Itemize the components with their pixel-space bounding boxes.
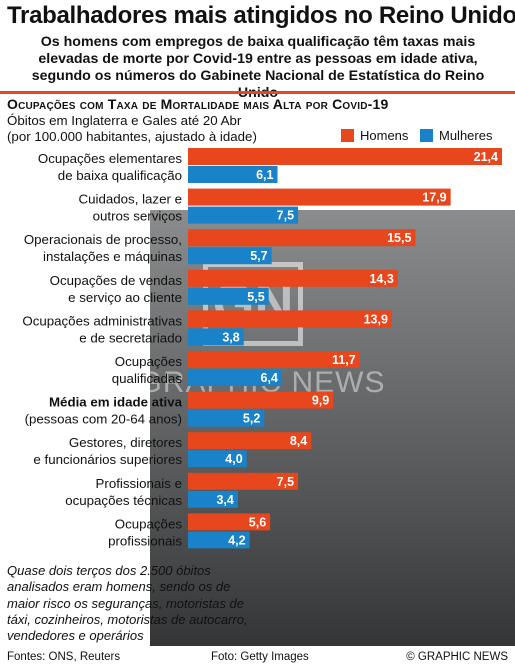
page-title: Trabalhadores mais atingidos no Reino Un… xyxy=(7,2,515,29)
women-value-label: 3,4 xyxy=(216,493,233,507)
category-label: (pessoas com 20-64 anos) xyxy=(25,412,182,427)
men-value-label: 11,7 xyxy=(332,353,356,367)
category-label: outros serviços xyxy=(93,209,183,224)
men-value-label: 17,9 xyxy=(422,191,446,205)
men-value-label: 13,9 xyxy=(364,312,388,326)
women-bar xyxy=(188,287,269,305)
category-label: Ocupações xyxy=(115,354,183,369)
men-bar xyxy=(188,229,416,247)
women-value-label: 5,5 xyxy=(247,290,264,304)
category-label: e de secretariado xyxy=(79,330,182,345)
copyright: © GRAPHIC NEWS xyxy=(406,651,508,663)
men-bar xyxy=(188,472,299,490)
men-value-label: 5,6 xyxy=(249,515,266,529)
category-label: de baixa qualificação xyxy=(58,168,182,183)
men-bar xyxy=(188,148,502,165)
men-value-label: 14,3 xyxy=(369,272,393,286)
page-subtitle: Os homens com empregos de baixa qualific… xyxy=(31,34,485,101)
men-bar xyxy=(188,269,398,287)
category-label: qualificadas xyxy=(112,371,183,386)
men-value-label: 7,5 xyxy=(277,475,294,489)
women-value-label: 7,5 xyxy=(277,209,294,223)
title-divider xyxy=(0,91,515,94)
chart-subheading-line1: Óbitos em Inglaterra e Gales até 20 Abr xyxy=(7,113,242,128)
legend-women: Mulheres xyxy=(420,128,492,143)
men-value-label: 8,4 xyxy=(290,434,307,448)
women-bar xyxy=(188,531,250,549)
women-bar xyxy=(188,206,299,224)
men-bar xyxy=(188,310,392,328)
women-value-label: 5,2 xyxy=(243,412,260,426)
women-value-label: 5,7 xyxy=(250,249,267,263)
category-label: Cuidados, lazer e xyxy=(79,192,182,207)
women-value-label: 6,1 xyxy=(256,168,273,182)
legend-men: Homens xyxy=(341,128,408,143)
category-label: profissionais xyxy=(108,533,182,548)
category-label: Gestores, diretores xyxy=(69,435,182,450)
men-bar xyxy=(188,188,451,206)
men-bar xyxy=(188,432,312,450)
men-bar xyxy=(188,391,334,409)
men-value-label: 15,5 xyxy=(387,231,411,245)
category-label: Profissionais e xyxy=(96,476,182,491)
women-bar xyxy=(188,409,265,427)
chart-heading: Ocupações com Taxa de Mortalidade mais A… xyxy=(7,96,389,112)
legend-women-label: Mulheres xyxy=(439,128,493,143)
category-label: Média em idade ativa xyxy=(49,395,183,410)
footnote: Quase dois terços dos 2.500 óbitos anali… xyxy=(7,563,248,644)
category-label: Ocupações administrativas xyxy=(22,313,182,328)
men-bar xyxy=(188,351,360,368)
women-bar xyxy=(188,328,244,346)
category-label: Operacionais de processo, xyxy=(24,232,182,247)
women-bar xyxy=(188,369,282,386)
category-label: e funcionários superiores xyxy=(33,452,182,467)
women-bar xyxy=(188,490,238,508)
legend-men-swatch xyxy=(341,129,354,142)
category-label: instalações e máquinas xyxy=(43,249,182,264)
legend-women-swatch xyxy=(420,129,433,142)
men-value-label: 21,4 xyxy=(474,150,498,164)
chart-heading-text: Ocupações com Taxa de Mortalidade mais A… xyxy=(7,96,389,112)
women-bar xyxy=(188,247,272,265)
men-value-label: 9,9 xyxy=(312,394,329,408)
women-value-label: 4,2 xyxy=(228,533,245,547)
category-label: Ocupações de vendas xyxy=(50,273,183,288)
category-label: Ocupações xyxy=(115,516,183,531)
men-bar xyxy=(188,513,271,531)
category-label: e serviço ao cliente xyxy=(68,290,182,305)
women-value-label: 4,0 xyxy=(225,452,242,466)
women-bar xyxy=(188,450,247,468)
women-bar xyxy=(188,166,278,183)
women-value-label: 3,8 xyxy=(222,330,239,344)
category-label: Ocupações elementares xyxy=(38,151,182,166)
sources: Fontes: ONS, Reuters xyxy=(7,651,121,663)
legend-men-label: Homens xyxy=(360,128,409,143)
chart-subheading: Óbitos em Inglaterra e Gales até 20 Abr … xyxy=(7,113,257,145)
category-label: ocupações técnicas xyxy=(65,493,182,508)
photo-credit: Foto: Getty Images xyxy=(211,651,309,663)
chart-subheading-line2: (por 100.000 habitantes, ajustado à idad… xyxy=(7,129,257,144)
women-value-label: 6,4 xyxy=(261,371,278,385)
